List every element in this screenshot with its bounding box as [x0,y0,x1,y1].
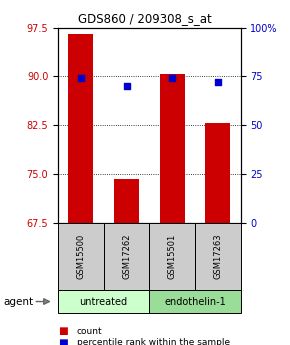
Text: ■: ■ [58,338,68,345]
Text: GDS860 / 209308_s_at: GDS860 / 209308_s_at [78,12,212,25]
Text: ■: ■ [58,326,68,336]
Text: GSM17263: GSM17263 [213,233,222,279]
Bar [205,123,231,223]
Text: agent: agent [3,297,33,306]
Point [124,83,129,89]
Text: untreated: untreated [80,297,128,306]
Bar [114,179,139,223]
Point [215,79,220,85]
Text: GSM15500: GSM15500 [76,234,85,279]
Point [79,76,83,81]
Text: GSM17262: GSM17262 [122,234,131,279]
Bar [160,75,185,223]
Point [170,76,175,81]
Text: count: count [77,327,102,336]
Text: endothelin-1: endothelin-1 [164,297,226,306]
Text: percentile rank within the sample: percentile rank within the sample [77,338,230,345]
Text: GSM15501: GSM15501 [168,234,177,279]
Bar [68,34,93,223]
